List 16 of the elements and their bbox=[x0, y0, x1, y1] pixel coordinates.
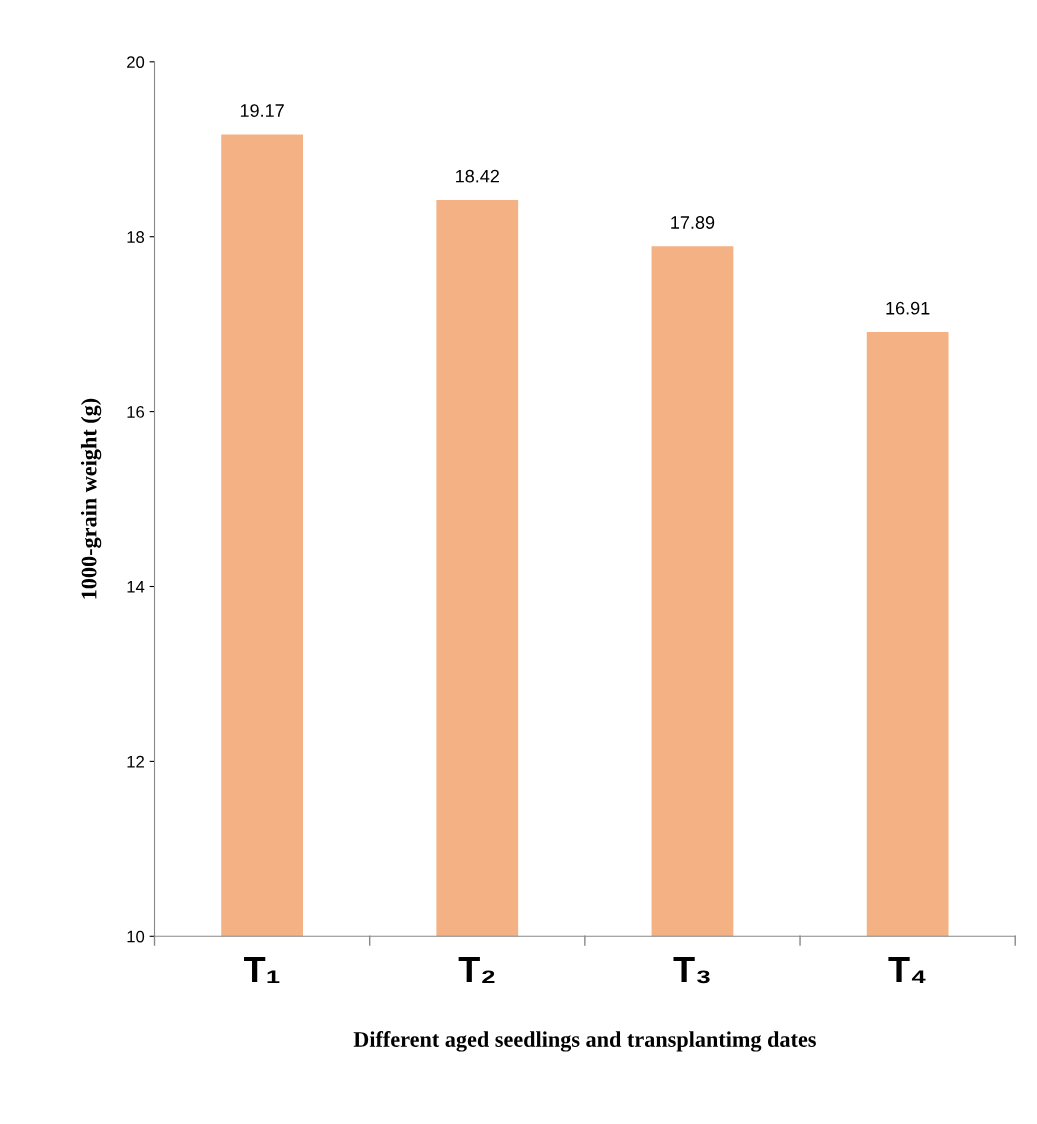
y-tick-label: 20 bbox=[127, 56, 145, 69]
y-axis-title: 1000-grain weight (g) bbox=[80, 398, 102, 599]
data-label: 19.17 bbox=[240, 104, 284, 117]
y-tick-label: 14 bbox=[127, 581, 145, 593]
x-tick-label: T₃ bbox=[673, 957, 710, 984]
y-tick-label: 18 bbox=[127, 231, 145, 243]
x-tick-label: T₄ bbox=[888, 957, 926, 984]
x-axis-title: Different aged seedlings and transplantimg dates bbox=[353, 1031, 816, 1052]
y-tick-label: 12 bbox=[127, 755, 144, 768]
x-tick-label: T₁ bbox=[244, 957, 280, 984]
data-label: 16.91 bbox=[886, 301, 930, 315]
y-tick-label: 10 bbox=[127, 930, 145, 943]
x-tick-label: T₂ bbox=[458, 957, 495, 984]
data-label: 18.42 bbox=[456, 169, 499, 183]
y-tick-label: 16 bbox=[127, 406, 145, 418]
data-label: 17.89 bbox=[671, 216, 715, 229]
